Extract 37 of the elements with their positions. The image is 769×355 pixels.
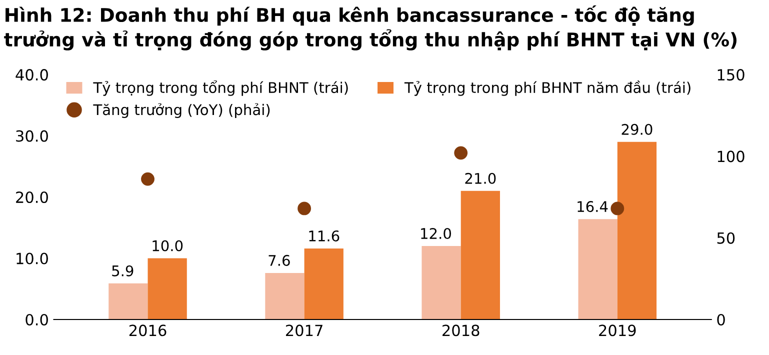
chart-title: Hình 12: Doanh thu phí BH qua kênh bancassurance - tốc độ tăng trưởng và tỉ trọng đóng góp trong tổng thu nhập phí BHNT tại VN (%)	[4, 5, 736, 50]
data-label: 7.6	[268, 254, 290, 266]
y-tick-label: 0.0	[26, 314, 48, 326]
point	[610, 202, 624, 216]
x-tick-label: 2016	[129, 324, 166, 336]
x-tick-label: 2017	[286, 324, 322, 336]
data-label: 29.0	[622, 124, 652, 135]
x-tick-label: 2019	[599, 324, 636, 336]
y2-tick-label: 50	[717, 232, 735, 244]
legend-label: Tỷ trọng trong phí BHNT năm đầu (trái)	[404, 80, 690, 96]
data-label: 10.0	[152, 240, 183, 252]
y-tick-label: 10.0	[16, 252, 48, 264]
data-label: 11.6	[309, 230, 340, 242]
bar	[617, 142, 657, 320]
data-label: 5.9	[112, 265, 134, 276]
y2-tick-label: 150	[718, 69, 744, 81]
bar	[460, 190, 500, 320]
point	[454, 146, 468, 160]
y-tick-label: 20.0	[16, 191, 48, 204]
bar	[108, 283, 148, 320]
bar	[265, 272, 304, 320]
bar	[148, 258, 187, 320]
y2-tick-label: 100	[718, 150, 744, 162]
y2-tick-label: 0	[717, 314, 725, 326]
y-tick-label: 40.0	[16, 69, 48, 81]
data-label: 16.4	[578, 201, 608, 212]
legend-label: Tăng trưởng (YoY) (phải)	[93, 103, 270, 118]
bar	[578, 219, 618, 320]
x-tick-label: 2018	[442, 324, 480, 336]
y-tick-label: 30.0	[16, 130, 48, 142]
bar	[304, 248, 344, 320]
data-label: 21.0	[465, 172, 496, 184]
data-label: 12.0	[421, 228, 451, 240]
bar	[422, 246, 461, 320]
legend-label: Tỷ trọng trong tổng phí BHNT (trái)	[93, 80, 348, 96]
point	[141, 172, 154, 186]
point	[298, 202, 312, 216]
